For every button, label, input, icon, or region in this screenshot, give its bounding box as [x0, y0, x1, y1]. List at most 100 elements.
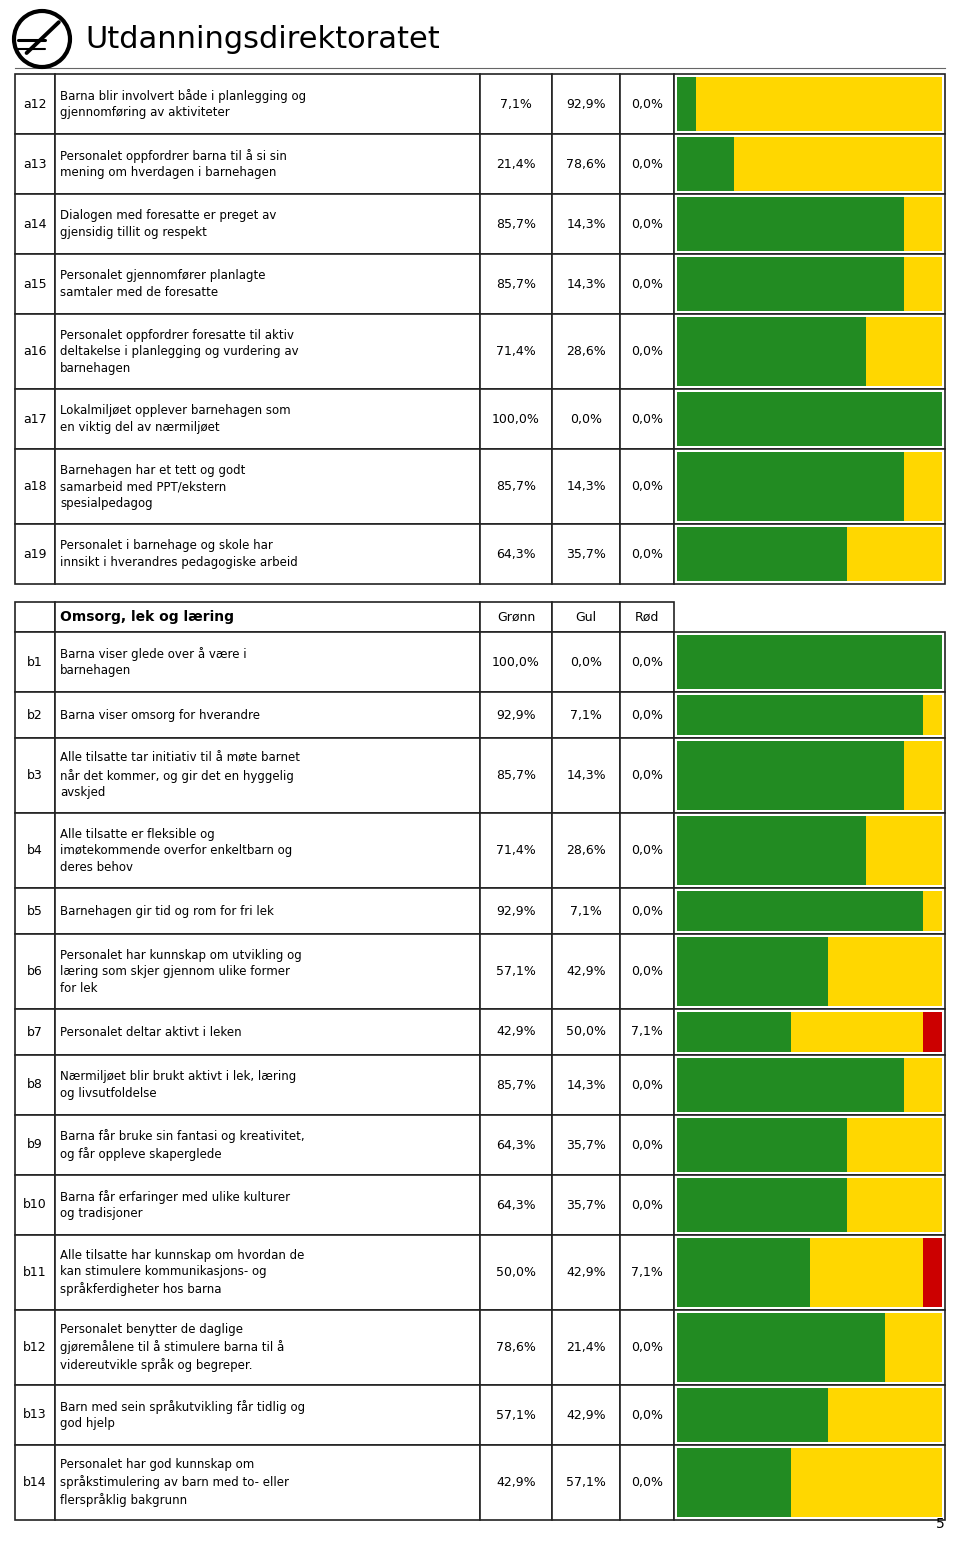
- Text: 35,7%: 35,7%: [566, 547, 606, 561]
- Bar: [674, 934, 945, 1008]
- Text: a16: a16: [23, 345, 47, 358]
- Text: Barn med sein språkutvikling får tidlig og
god hjelp: Barn med sein språkutvikling får tidlig …: [60, 1400, 305, 1430]
- Bar: [55, 74, 480, 135]
- Bar: [552, 314, 620, 389]
- Text: b2: b2: [27, 708, 43, 722]
- Text: Barna viser omsorg for hverandre: Barna viser omsorg for hverandre: [60, 708, 260, 722]
- Bar: [885, 1314, 942, 1382]
- Text: 92,9%: 92,9%: [566, 98, 606, 110]
- Bar: [904, 197, 942, 251]
- Bar: [15, 524, 55, 584]
- Bar: [15, 603, 55, 632]
- Text: 0,0%: 0,0%: [631, 345, 663, 358]
- Bar: [15, 737, 55, 813]
- Text: 64,3%: 64,3%: [496, 1139, 536, 1151]
- Bar: [480, 1385, 552, 1445]
- Bar: [696, 77, 942, 132]
- Bar: [55, 314, 480, 389]
- Text: 64,3%: 64,3%: [496, 547, 536, 561]
- Bar: [552, 135, 620, 194]
- Bar: [480, 524, 552, 584]
- Bar: [15, 934, 55, 1008]
- Bar: [620, 314, 674, 389]
- Bar: [620, 1385, 674, 1445]
- Bar: [552, 1235, 620, 1310]
- Bar: [677, 392, 942, 446]
- Bar: [674, 1176, 945, 1235]
- Bar: [15, 888, 55, 934]
- Bar: [674, 737, 945, 813]
- Bar: [552, 449, 620, 524]
- Bar: [552, 389, 620, 449]
- Text: 85,7%: 85,7%: [496, 768, 536, 782]
- Text: 0,0%: 0,0%: [570, 655, 602, 669]
- Bar: [924, 1011, 942, 1052]
- Text: 42,9%: 42,9%: [566, 965, 606, 977]
- Text: 0,0%: 0,0%: [631, 1139, 663, 1151]
- Bar: [620, 888, 674, 934]
- Text: 100,0%: 100,0%: [492, 412, 540, 426]
- Text: Alle tilsatte har kunnskap om hvordan de
kan stimulere kommunikasjons- og
språkf: Alle tilsatte har kunnskap om hvordan de…: [60, 1248, 304, 1297]
- Text: 78,6%: 78,6%: [496, 1341, 536, 1354]
- Bar: [480, 314, 552, 389]
- Bar: [674, 254, 945, 314]
- Bar: [552, 603, 620, 632]
- Bar: [674, 194, 945, 254]
- Text: 42,9%: 42,9%: [566, 1408, 606, 1422]
- Text: 14,3%: 14,3%: [566, 768, 606, 782]
- Text: b14: b14: [23, 1476, 47, 1489]
- Bar: [480, 813, 552, 888]
- Bar: [677, 197, 904, 251]
- Bar: [828, 937, 942, 1005]
- Text: 0,0%: 0,0%: [631, 905, 663, 917]
- Text: 0,0%: 0,0%: [631, 1408, 663, 1422]
- Text: Omsorg, lek og læring: Omsorg, lek og læring: [60, 610, 234, 624]
- Bar: [480, 74, 552, 135]
- Bar: [480, 888, 552, 934]
- Bar: [674, 449, 945, 524]
- Text: Barnehagen har et tett og godt
samarbeid med PPT/ekstern
spesialpedagog: Barnehagen har et tett og godt samarbeid…: [60, 463, 246, 510]
- Text: 42,9%: 42,9%: [496, 1476, 536, 1489]
- Text: b11: b11: [23, 1266, 47, 1279]
- Text: 0,0%: 0,0%: [631, 1476, 663, 1489]
- Bar: [677, 1058, 904, 1112]
- Text: b4: b4: [27, 844, 43, 857]
- Bar: [620, 737, 674, 813]
- Bar: [552, 194, 620, 254]
- Bar: [674, 888, 945, 934]
- Text: 35,7%: 35,7%: [566, 1199, 606, 1211]
- Bar: [55, 389, 480, 449]
- Bar: [15, 1055, 55, 1115]
- Text: Barna får erfaringer med ulike kulturer
og tradisjoner: Barna får erfaringer med ulike kulturer …: [60, 1190, 290, 1221]
- Text: 14,3%: 14,3%: [566, 480, 606, 493]
- Text: 0,0%: 0,0%: [631, 412, 663, 426]
- Text: Rød: Rød: [635, 610, 660, 624]
- Text: 7,1%: 7,1%: [631, 1266, 663, 1279]
- Bar: [552, 888, 620, 934]
- Text: 50,0%: 50,0%: [566, 1025, 606, 1038]
- Bar: [674, 135, 945, 194]
- Bar: [674, 692, 945, 737]
- Bar: [674, 74, 945, 135]
- Bar: [15, 314, 55, 389]
- Text: a12: a12: [23, 98, 47, 110]
- Bar: [552, 1055, 620, 1115]
- Bar: [904, 452, 942, 520]
- Text: 0,0%: 0,0%: [631, 1078, 663, 1092]
- Text: 0,0%: 0,0%: [631, 158, 663, 170]
- Bar: [866, 318, 942, 386]
- Bar: [677, 527, 848, 581]
- Bar: [620, 1310, 674, 1385]
- Text: Personalet i barnehage og skole har
innsikt i hverandres pedagogiske arbeid: Personalet i barnehage og skole har inns…: [60, 539, 298, 568]
- Bar: [904, 740, 942, 810]
- Bar: [15, 692, 55, 737]
- Text: b7: b7: [27, 1025, 43, 1038]
- Text: b1: b1: [27, 655, 43, 669]
- Text: Dialogen med foresatte er preget av
gjensidig tillit og respekt: Dialogen med foresatte er preget av gjen…: [60, 209, 276, 239]
- Bar: [552, 692, 620, 737]
- Text: b10: b10: [23, 1199, 47, 1211]
- Bar: [552, 934, 620, 1008]
- Bar: [480, 1235, 552, 1310]
- Text: 50,0%: 50,0%: [496, 1266, 536, 1279]
- Bar: [620, 813, 674, 888]
